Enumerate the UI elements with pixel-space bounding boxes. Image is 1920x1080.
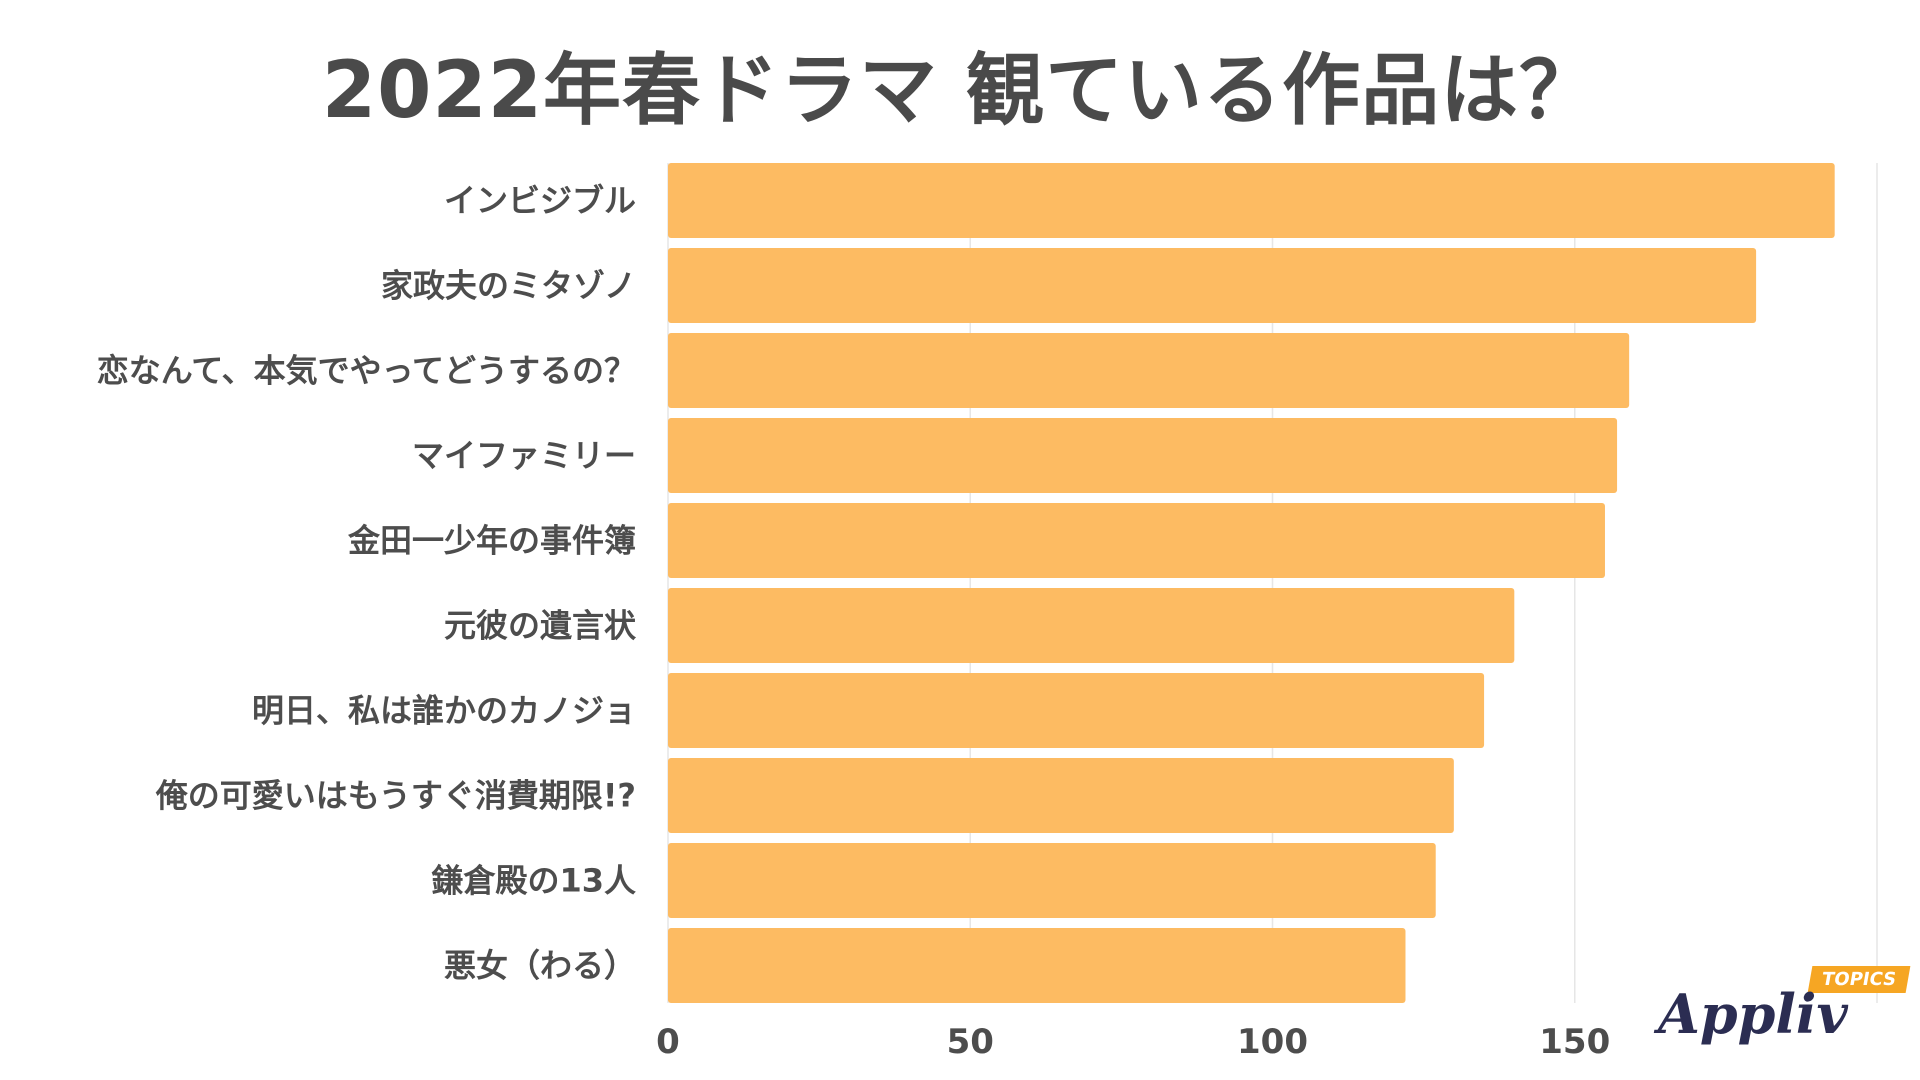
x-tick-label-0: 0 [656, 1022, 680, 1062]
bar-0 [668, 163, 1835, 238]
category-label-8: 鎌倉殿の13人 [431, 862, 636, 900]
bar-6 [668, 673, 1485, 748]
category-label-3: マイファミリー [412, 437, 636, 475]
appliv-topics-logo: TOPICS Appliv [1648, 960, 1911, 1060]
bar-4 [668, 503, 1605, 578]
bar-5 [668, 588, 1515, 663]
category-label-2: 恋なんて、本気でやってどうするの？ [97, 352, 636, 390]
category-label-5: 元彼の遺言状 [444, 607, 637, 645]
bar-3 [668, 418, 1618, 493]
bar-2 [668, 333, 1630, 408]
category-label-4: 金田一少年の事件簿 [347, 522, 636, 560]
category-label-7: 俺の可愛いはもうすぐ消費期限!? [155, 777, 636, 815]
category-label-9: 悪女（わる） [444, 947, 636, 985]
x-tick-label-1: 50 [947, 1022, 994, 1062]
category-label-6: 明日、私は誰かのカノジョ [252, 692, 636, 730]
x-tick-label-3: 150 [1539, 1022, 1610, 1062]
category-label-1: 家政夫のミタゾノ [381, 267, 636, 305]
bar-8 [668, 843, 1436, 918]
x-tick-label-2: 100 [1237, 1022, 1308, 1062]
category-label-0: インビジブル [444, 182, 636, 220]
bar-7 [668, 758, 1454, 833]
bar-1 [668, 248, 1757, 323]
bar-9 [668, 928, 1406, 1003]
chart-title: 2022年春ドラマ 観ている作品は？ [321, 46, 1599, 136]
brand-name: Appliv [1658, 982, 1848, 1046]
